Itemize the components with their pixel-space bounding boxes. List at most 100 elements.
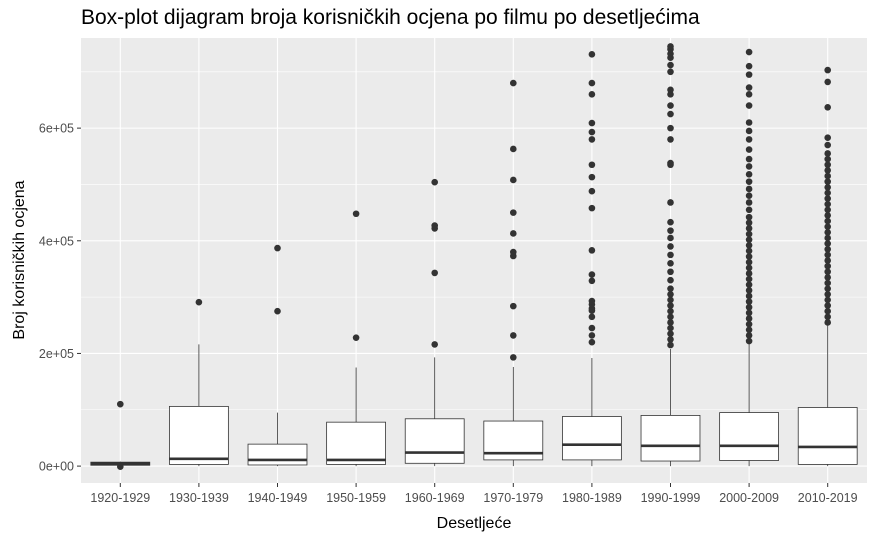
outlier-point bbox=[824, 229, 831, 236]
box-1990-1999 bbox=[640, 43, 701, 467]
outlier-point bbox=[667, 102, 674, 109]
outlier-point bbox=[588, 187, 596, 195]
outlier-point bbox=[667, 313, 674, 321]
outlier-point bbox=[588, 136, 596, 143]
x-tick-label: 1980-1989 bbox=[562, 491, 622, 505]
outlier-point bbox=[824, 172, 831, 180]
outlier-point bbox=[667, 296, 674, 304]
x-tick-label: 2010-2019 bbox=[798, 491, 858, 505]
box-2010-2019 bbox=[797, 66, 858, 467]
outlier-point bbox=[745, 264, 753, 272]
outlier-point bbox=[824, 279, 831, 287]
x-tick-label: 1940-1949 bbox=[248, 491, 308, 505]
outlier-point bbox=[745, 298, 753, 305]
outlier-point bbox=[667, 307, 674, 315]
outlier-point bbox=[824, 195, 831, 202]
outlier-point bbox=[745, 326, 753, 334]
outlier-point bbox=[667, 336, 674, 343]
outlier-point bbox=[588, 271, 596, 278]
outlier-point bbox=[745, 241, 753, 249]
box-iqr bbox=[797, 407, 858, 465]
outlier-point bbox=[745, 225, 753, 232]
outlier-point bbox=[510, 230, 517, 237]
outlier-point bbox=[824, 103, 831, 111]
outlier-point bbox=[824, 234, 831, 242]
y-tick-label: 4e+05 bbox=[39, 234, 74, 248]
outlier-point bbox=[667, 319, 674, 326]
outlier-point bbox=[588, 332, 596, 339]
outlier-point bbox=[824, 178, 831, 185]
outlier-point bbox=[745, 185, 753, 193]
x-tick-label: 1930-1939 bbox=[169, 491, 229, 505]
outlier-point bbox=[745, 303, 753, 311]
outlier-point bbox=[667, 268, 674, 276]
outlier-point bbox=[824, 268, 831, 276]
outlier-point bbox=[667, 285, 674, 292]
outlier-point bbox=[745, 230, 753, 238]
outlier-point bbox=[352, 210, 360, 218]
outlier-point bbox=[824, 134, 831, 142]
outlier-point bbox=[824, 262, 831, 270]
outlier-point bbox=[745, 178, 753, 185]
outlier-point bbox=[195, 298, 203, 306]
x-tick-label: 2000-2009 bbox=[719, 491, 779, 505]
outlier-point bbox=[745, 127, 753, 135]
outlier-point bbox=[745, 309, 753, 317]
outlier-point bbox=[588, 51, 596, 58]
outlier-point bbox=[824, 285, 831, 292]
outlier-point bbox=[431, 341, 439, 348]
outlier-point bbox=[588, 161, 596, 169]
outlier-point bbox=[824, 167, 831, 174]
box-1980-1989 bbox=[562, 51, 622, 467]
outlier-point bbox=[745, 236, 753, 243]
outlier-point bbox=[667, 199, 674, 206]
outlier-point bbox=[431, 178, 439, 186]
box-1960-1969 bbox=[404, 178, 465, 467]
outlier-point bbox=[588, 297, 596, 305]
box-iqr bbox=[169, 405, 229, 465]
outlier-point bbox=[745, 287, 753, 294]
outlier-point bbox=[745, 171, 753, 178]
x-tick-label: 1960-1969 bbox=[405, 491, 465, 505]
outlier-point bbox=[510, 332, 517, 339]
x-tick-label: 1920-1929 bbox=[90, 491, 150, 505]
outlier-point bbox=[667, 243, 674, 250]
outlier-point bbox=[667, 234, 674, 242]
outlier-point bbox=[745, 332, 753, 339]
outlier-point bbox=[824, 274, 831, 281]
outlier-point bbox=[745, 206, 753, 214]
outlier-point bbox=[667, 227, 674, 234]
outlier-point bbox=[824, 257, 831, 264]
outlier-point bbox=[824, 141, 831, 149]
outlier-point bbox=[588, 247, 596, 254]
box-1940-1949 bbox=[247, 244, 308, 467]
outlier-point bbox=[588, 128, 596, 136]
outlier-point bbox=[745, 62, 753, 70]
outlier-point bbox=[824, 223, 831, 231]
box-iqr bbox=[326, 421, 386, 465]
y-tick-label: 6e+05 bbox=[39, 122, 74, 136]
outlier-point bbox=[745, 91, 753, 98]
outlier-point bbox=[274, 244, 281, 252]
box-layer bbox=[90, 43, 858, 470]
outlier-point bbox=[588, 173, 596, 181]
outlier-point bbox=[588, 313, 596, 321]
outlier-point bbox=[274, 307, 281, 315]
box-iqr bbox=[247, 443, 308, 466]
outlier-point bbox=[824, 78, 831, 86]
x-tick-label: 1990-1999 bbox=[641, 491, 701, 505]
y-axis-title: Broj korisničkih ocjena bbox=[11, 180, 28, 339]
outlier-point bbox=[824, 251, 831, 259]
outlier-point bbox=[824, 161, 831, 169]
box-iqr bbox=[562, 416, 622, 461]
outlier-point bbox=[824, 200, 831, 208]
outlier-point bbox=[745, 275, 753, 283]
x-tick-label: 1950-1959 bbox=[326, 491, 386, 505]
outlier-point bbox=[667, 110, 674, 118]
outlier-point bbox=[588, 324, 596, 332]
outlier-point bbox=[745, 253, 753, 260]
outlier-point bbox=[745, 247, 753, 255]
outlier-point bbox=[824, 189, 831, 197]
outlier-point bbox=[667, 218, 674, 226]
outlier-point bbox=[745, 337, 753, 345]
